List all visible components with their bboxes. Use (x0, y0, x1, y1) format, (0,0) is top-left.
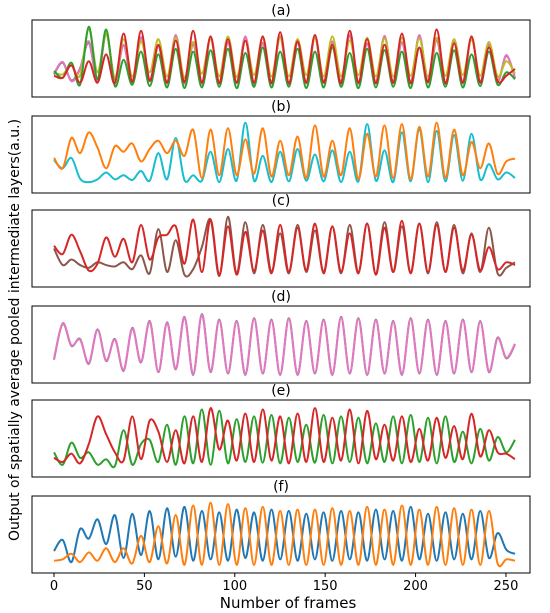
panel-title-f: (f) (273, 479, 289, 495)
panel-title-c: (c) (272, 193, 291, 209)
panel-frame-c (31, 209, 531, 288)
x-tick-label: 0 (50, 579, 58, 594)
x-tick-label: 50 (136, 579, 153, 594)
series-line-b-1 (53, 121, 516, 184)
series-line-a-5 (53, 28, 516, 85)
panel-e: (e) (31, 383, 531, 478)
x-tick-label: 100 (222, 579, 247, 594)
x-tick-label: 250 (494, 579, 519, 594)
panel-d: (d) (31, 289, 531, 384)
y-axis-label: Output of spatially average pooled inter… (7, 119, 23, 541)
panel-title-b: (b) (271, 99, 291, 115)
panel-frame-a (31, 19, 531, 98)
panel-frame-d (31, 305, 531, 384)
x-tick-label: 200 (403, 579, 428, 594)
panel-title-e: (e) (271, 383, 291, 399)
x-axis: 0 50 100 150 200 250 (50, 573, 519, 594)
panel-a: (a) (31, 3, 531, 98)
series-line-e-2 (53, 407, 516, 465)
x-axis-label: Number of frames (220, 594, 357, 612)
panel-title-d: (d) (271, 289, 291, 305)
panel-frame-f (31, 495, 531, 574)
panel-c: (c) (31, 193, 531, 288)
panel-title-a: (a) (271, 3, 291, 19)
series-line-f-2 (53, 501, 516, 568)
panel-b: (b) (31, 99, 531, 194)
chart-panels: (a) (b) (c) (d) (e) (f) (31, 3, 531, 574)
panel-frame-e (31, 399, 531, 478)
series-line-c-2 (53, 218, 516, 276)
series-line-a-4 (53, 25, 516, 90)
panel-f: (f) (31, 479, 531, 574)
series-line-b-2 (53, 121, 516, 181)
series-line-d-2 (53, 313, 516, 376)
panel-frame-b (31, 115, 531, 194)
x-tick-label: 150 (313, 579, 338, 594)
